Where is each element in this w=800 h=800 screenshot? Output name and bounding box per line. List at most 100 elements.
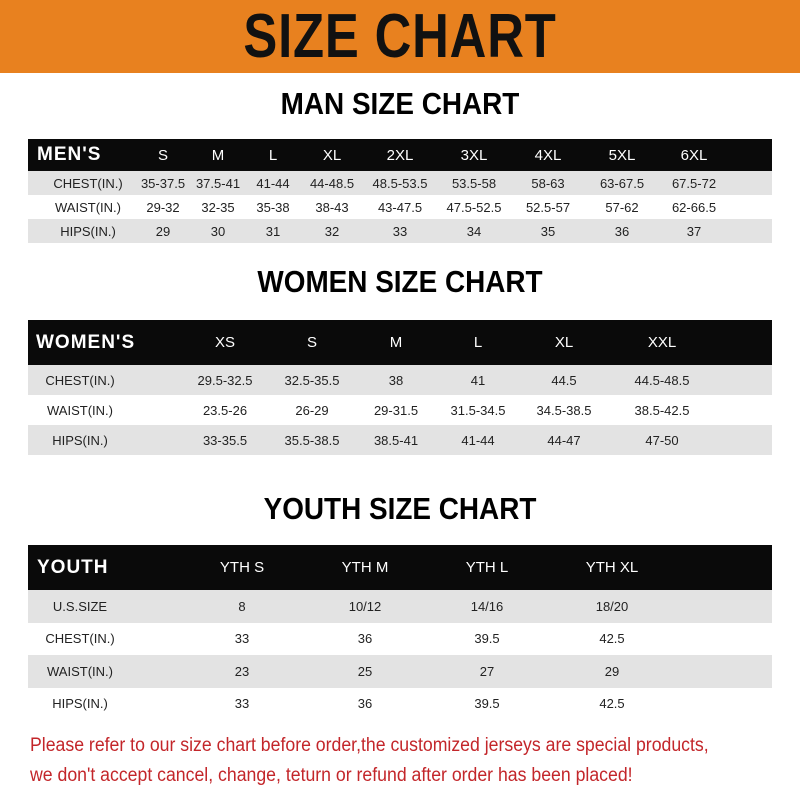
size-header-cell: YTH M [341, 559, 389, 576]
table-cell: 23 [234, 663, 250, 679]
table-cell: 29-32 [146, 199, 180, 215]
table-cell: 14/16 [470, 598, 504, 614]
table-row: WAIST(IN.) 23.5-26 26-29 29-31.5 31.5-34.5 34… [28, 395, 772, 425]
table-row: HIPS(IN.) 29 30 31 32 33 34 35 36 37 [28, 219, 772, 243]
table-cell: 8 [238, 598, 246, 614]
table-cell: 34 [466, 223, 482, 239]
size-header-cell: M [211, 146, 225, 164]
size-header-cell: XXL [647, 334, 677, 351]
order-note-line-2: we don't accept cancel, change, teturn o… [30, 765, 633, 786]
table-title-cell: MEN'S [37, 144, 102, 165]
size-header-cell: M [389, 334, 403, 351]
table-row: CHEST(IN.) 33 36 39.5 42.5 [28, 622, 772, 655]
table-cell: 41-44 [461, 432, 495, 448]
size-header-cell: S [306, 334, 318, 351]
measure-label-cell: HIPS(IN.) [60, 223, 116, 239]
table-cell: 44.5-48.5 [634, 372, 690, 388]
size-header-cell: YTH S [219, 559, 265, 576]
table-cell: 38.5-41 [373, 432, 419, 448]
size-header-cell: XL [322, 146, 342, 164]
table-cell: 44-47 [547, 432, 581, 448]
size-header-cell: L [268, 146, 278, 164]
measure-label-cell: CHEST(IN.) [45, 631, 115, 647]
table-header-row: MEN'S S M L XL 2XL 3XL 4XL 5XL 6XL [28, 139, 772, 171]
women-size-table: WOMEN'S XS S M L XL XXL CHEST(IN.) 29.5-32.5 32.5… [28, 320, 772, 455]
table-cell: 34.5-38.5 [536, 402, 592, 418]
table-row: CHEST(IN.) 35-37.5 37.5-41 41-44 44-48.5 48.5… [28, 171, 772, 195]
table-row: U.S.SIZE 8 10/12 14/16 18/20 [28, 590, 772, 623]
table-row: WAIST(IN.) 23 25 27 29 [28, 655, 772, 688]
men-size-table: MEN'S S M L XL 2XL 3XL 4XL 5XL 6XL CHEST(IN.) 35-37… [28, 139, 772, 243]
table-cell: 32-35 [201, 199, 235, 215]
women-section-title: WOMEN SIZE CHART [257, 264, 543, 299]
order-note-line-1: Please refer to our size chart before or… [30, 735, 709, 756]
table-cell: 42.5 [599, 696, 625, 712]
table-cell: 53.5-58 [451, 175, 497, 191]
table-cell: 33 [392, 223, 408, 239]
table-cell: 10/12 [348, 598, 382, 614]
table-cell: 44-48.5 [309, 175, 355, 191]
banner-title: SIZE CHART [243, 2, 557, 71]
table-cell: 41-44 [256, 175, 290, 191]
table-cell: 42.5 [599, 631, 625, 647]
size-header-cell: 4XL [534, 146, 562, 164]
table-cell: 35-37.5 [140, 175, 186, 191]
table-header-row: WOMEN'S XS S M L XL XXL [28, 320, 772, 365]
table-title-cell: WOMEN'S [36, 331, 136, 353]
table-cell: 29 [604, 663, 620, 679]
table-cell: 41 [470, 372, 486, 388]
table-row: HIPS(IN.) 33-35.5 35.5-38.5 38.5-41 41-44 44-… [28, 425, 772, 455]
table-cell: 44.5 [551, 372, 577, 388]
table-cell: 37 [686, 223, 702, 239]
table-cell: 27 [479, 663, 495, 679]
table-cell: 57-62 [605, 199, 639, 215]
table-cell: 32 [324, 223, 340, 239]
table-cell: 63-67.5 [599, 175, 645, 191]
table-cell: 39.5 [474, 631, 500, 647]
table-cell: 29.5-32.5 [197, 372, 253, 388]
measure-label-cell: U.S.SIZE [52, 598, 108, 614]
size-header-cell: L [473, 334, 483, 351]
table-cell: 25 [357, 663, 373, 679]
size-header-cell: 5XL [608, 146, 636, 164]
table-cell: 52.5-57 [525, 199, 571, 215]
table-cell: 38-43 [315, 199, 349, 215]
banner: SIZE CHART [0, 0, 800, 73]
size-header-cell: XS [214, 334, 236, 351]
table-cell: 37.5-41 [195, 175, 241, 191]
measure-label-cell: WAIST(IN.) [47, 402, 113, 418]
table-cell: 33 [234, 696, 250, 712]
table-cell: 26-29 [295, 402, 329, 418]
men-section-title: MAN SIZE CHART [280, 86, 520, 121]
table-row: CHEST(IN.) 29.5-32.5 32.5-35.5 38 41 44.5 44.5… [28, 365, 772, 395]
table-row: WAIST(IN.) 29-32 32-35 35-38 38-43 43-47.5 47.… [28, 195, 772, 219]
size-header-cell: YTH L [465, 559, 509, 576]
table-cell: 36 [614, 223, 630, 239]
table-cell: 18/20 [595, 598, 629, 614]
table-cell: 31.5-34.5 [450, 402, 506, 418]
table-cell: 58-63 [531, 175, 565, 191]
youth-section-title: YOUTH SIZE CHART [263, 491, 537, 526]
size-header-cell: XL [554, 334, 574, 351]
table-cell: 62-66.5 [671, 199, 717, 215]
youth-size-table: YOUTH YTH S YTH M YTH L YTH XL U.S.SIZE 8 10/12… [28, 545, 772, 720]
table-cell: 33-35.5 [202, 432, 248, 448]
measure-label-cell: WAIST(IN.) [55, 199, 121, 215]
table-title-cell: YOUTH [37, 556, 109, 578]
table-cell: 23.5-26 [202, 402, 248, 418]
table-cell: 47.5-52.5 [446, 199, 502, 215]
table-cell: 31 [265, 223, 281, 239]
table-cell: 32.5-35.5 [284, 372, 340, 388]
table-cell: 30 [210, 223, 226, 239]
table-cell: 35-38 [256, 199, 290, 215]
table-header-row: YOUTH YTH S YTH M YTH L YTH XL [28, 545, 772, 590]
table-cell: 38.5-42.5 [634, 402, 690, 418]
measure-label-cell: HIPS(IN.) [52, 432, 108, 448]
table-cell: 48.5-53.5 [372, 175, 428, 191]
table-cell: 35.5-38.5 [284, 432, 340, 448]
table-cell: 36 [357, 631, 373, 647]
measure-label-cell: CHEST(IN.) [53, 175, 123, 191]
table-cell: 43-47.5 [377, 199, 423, 215]
table-cell: 39.5 [474, 696, 500, 712]
